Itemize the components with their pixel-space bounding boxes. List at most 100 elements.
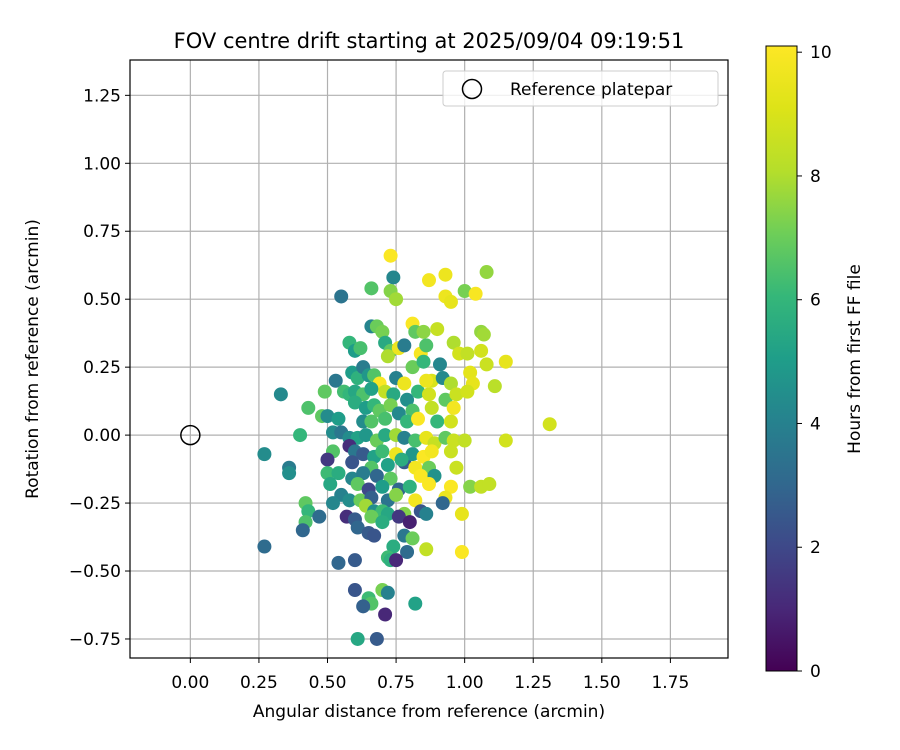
- grid-lines: [130, 60, 728, 658]
- data-point: [331, 555, 346, 570]
- data-point: [369, 631, 384, 646]
- data-point: [356, 466, 371, 481]
- data-point: [353, 341, 368, 356]
- data-point: [397, 430, 412, 445]
- x-tick-label: 0.25: [240, 673, 278, 693]
- data-point: [424, 444, 439, 459]
- y-tick-label: −0.75: [69, 630, 121, 650]
- data-point: [432, 357, 447, 372]
- y-tick-label: −0.50: [69, 562, 121, 582]
- x-axis-label: Angular distance from reference (arcmin): [253, 702, 605, 722]
- data-point: [380, 349, 395, 364]
- colorbar-ticks: 0 2 4 6 8 10: [797, 43, 832, 682]
- y-tick-label: 0.75: [83, 222, 121, 242]
- data-point: [350, 631, 365, 646]
- x-tick-label: 1.25: [514, 673, 552, 693]
- data-point: [430, 322, 445, 337]
- data-point: [378, 428, 393, 443]
- data-point: [342, 493, 357, 508]
- data-point: [430, 414, 445, 429]
- data-point: [405, 447, 420, 462]
- data-point: [364, 509, 379, 524]
- data-point: [386, 539, 401, 554]
- data-point: [411, 411, 426, 426]
- data-point: [449, 387, 464, 402]
- data-point: [487, 379, 502, 394]
- data-point: [347, 395, 362, 410]
- data-point: [542, 417, 557, 432]
- data-point: [397, 376, 412, 391]
- data-point: [257, 447, 272, 462]
- data-point: [367, 528, 382, 543]
- data-point: [400, 414, 415, 429]
- data-point: [460, 384, 475, 399]
- x-tick-label: 1.50: [583, 673, 621, 693]
- data-point: [416, 354, 431, 369]
- data-point: [350, 477, 365, 492]
- reference-platepar-marker: [180, 424, 201, 446]
- data-point: [419, 506, 434, 521]
- data-point: [293, 428, 308, 443]
- data-point: [424, 400, 439, 415]
- data-point: [400, 392, 415, 407]
- data-point: [301, 400, 316, 415]
- data-point: [347, 583, 362, 598]
- data-point: [356, 599, 371, 614]
- colorbar-tick-label: 2: [810, 538, 821, 558]
- data-point: [389, 292, 404, 307]
- data-point: [416, 324, 431, 339]
- data-point: [446, 400, 461, 415]
- data-point: [369, 468, 384, 483]
- data-point: [364, 414, 379, 429]
- data-point: [358, 428, 373, 443]
- data-point: [435, 496, 450, 511]
- data-point: [282, 466, 297, 481]
- data-point: [397, 338, 412, 353]
- data-point: [449, 460, 464, 475]
- data-point: [317, 384, 332, 399]
- data-point: [391, 509, 406, 524]
- data-point: [378, 411, 393, 426]
- data-point: [422, 387, 436, 402]
- data-point: [443, 294, 458, 309]
- data-point: [383, 248, 398, 263]
- data-point: [347, 553, 362, 568]
- data-point: [468, 286, 483, 301]
- data-point: [301, 504, 316, 519]
- x-tick-label: 0.75: [377, 673, 415, 693]
- data-point: [328, 373, 343, 388]
- data-point: [446, 433, 461, 448]
- y-tick-label: 1.00: [83, 154, 121, 174]
- y-axis-label: Rotation from reference (arcmin): [23, 219, 43, 499]
- data-point: [405, 360, 420, 375]
- data-point: [320, 466, 335, 481]
- data-point: [446, 335, 461, 350]
- data-point: [331, 411, 346, 426]
- data-point: [312, 509, 327, 524]
- data-point: [320, 409, 335, 424]
- plot-frame: [129, 59, 729, 659]
- data-point: [443, 414, 458, 429]
- legend-marker: [461, 78, 483, 100]
- data-point: [457, 433, 472, 448]
- data-point: [476, 327, 491, 342]
- data-point: [479, 357, 494, 372]
- data-point: [402, 515, 417, 530]
- data-point: [419, 373, 434, 388]
- data-point: [345, 455, 360, 470]
- data-point: [454, 506, 469, 521]
- data-point: [380, 585, 395, 600]
- data-point: [419, 542, 434, 557]
- colorbar: 0 2 4 6 8 10 Hours from first FF file: [765, 43, 865, 682]
- data-point: [389, 553, 404, 568]
- data-point: [364, 381, 379, 396]
- data-point: [463, 365, 478, 380]
- y-tick-label: 0.50: [83, 290, 121, 310]
- x-tick-label: 0.00: [171, 673, 209, 693]
- data-point: [419, 338, 434, 353]
- data-point: [356, 447, 371, 462]
- colorbar-tick-label: 0: [810, 662, 821, 682]
- data-point: [422, 273, 436, 288]
- data-point: [411, 384, 426, 399]
- data-point: [482, 477, 497, 492]
